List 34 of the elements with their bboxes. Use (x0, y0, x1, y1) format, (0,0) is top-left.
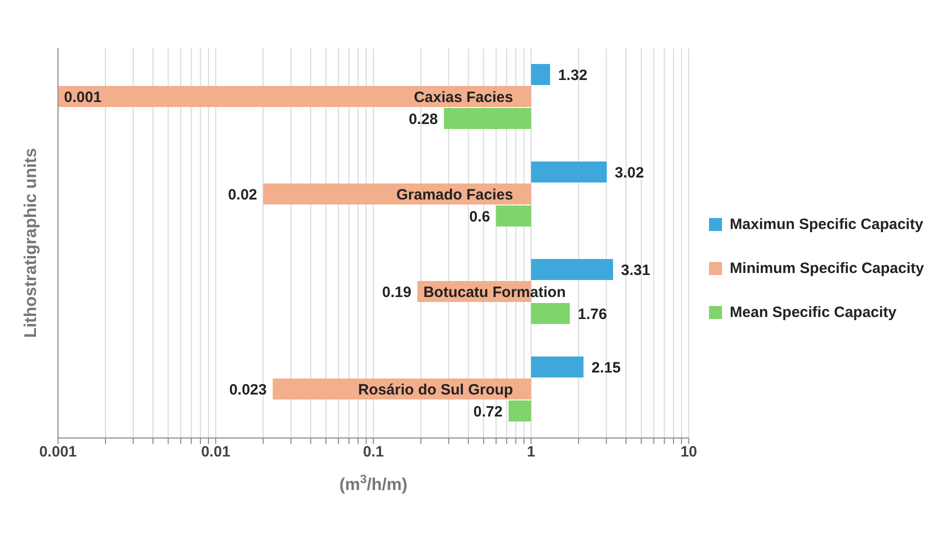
bar (496, 206, 532, 226)
y-tick-label: Caxias Facies (414, 88, 514, 106)
data-label: 0.001 (64, 88, 102, 106)
x-tick-label: 0.1 (362, 444, 384, 461)
y-tick-label: Gramado Facies (396, 186, 514, 204)
legend-label: Minimum Specific Capacity (730, 260, 924, 276)
x-axis-title: (m$^{3}$/h/m) (339, 472, 408, 494)
y-axis-title: Lithostratigraphic units (21, 148, 40, 338)
bar (531, 303, 570, 324)
data-label: 3.31 (621, 262, 650, 279)
data-label: 2.15 (592, 359, 621, 376)
bar (531, 259, 614, 280)
bar (58, 86, 532, 107)
x-tick-label: 0.01 (201, 444, 230, 461)
data-label: 1.76 (578, 306, 608, 323)
bar (531, 162, 607, 182)
x-tick-label: 10 (680, 444, 698, 461)
x-tick-label: 0.001 (39, 444, 77, 461)
data-label: 0.72 (473, 403, 503, 420)
x-tick-label: 1 (526, 444, 536, 461)
bar (531, 64, 550, 85)
data-label: 3.02 (614, 164, 644, 182)
data-label: 0.023 (229, 381, 267, 398)
data-label: 0.19 (382, 284, 412, 301)
legend-label: Maximun Specific Capacity (730, 216, 924, 232)
bar (531, 356, 584, 378)
data-label: 0.02 (228, 186, 258, 204)
bar (508, 400, 532, 422)
data-label: 0.6 (469, 208, 490, 226)
y-tick-label: Rosário do Sul Group (358, 381, 514, 398)
bar (444, 108, 532, 129)
legend-label: Mean Specific Capacity (730, 304, 897, 320)
data-label: 0.28 (408, 110, 438, 128)
data-label: 1.32 (558, 66, 588, 84)
